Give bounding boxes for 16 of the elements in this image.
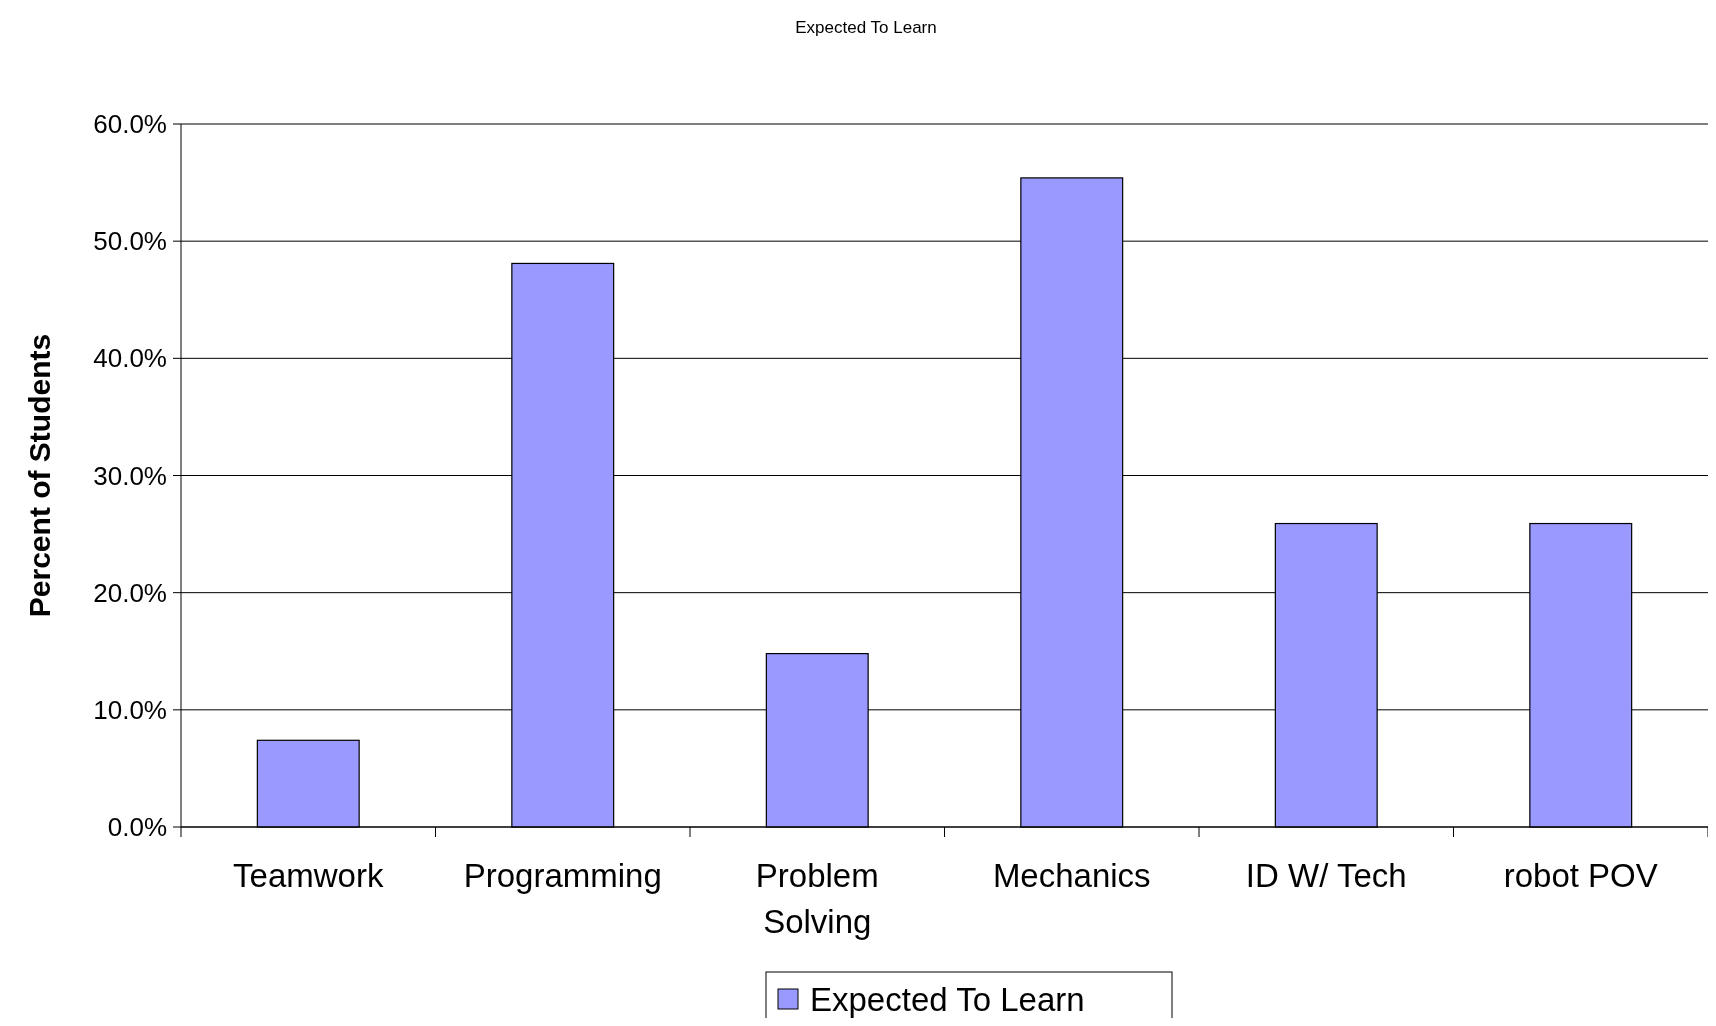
x-tick-label: Programming <box>463 857 662 894</box>
y-tick-label: 50.0% <box>93 226 167 257</box>
x-tick-label: Mechanics <box>992 857 1151 894</box>
y-tick-label: 60.0% <box>93 109 167 140</box>
legend-label: Expected To Learn <box>810 980 1085 1018</box>
y-tick-label: 10.0% <box>93 694 167 725</box>
y-tick-label: 0.0% <box>107 812 167 843</box>
y-tick-label: 30.0% <box>93 460 167 491</box>
y-tick-label: 40.0% <box>93 343 167 374</box>
x-tick-label: Problem Solving <box>755 857 879 940</box>
x-tick-label: Teamwork <box>233 857 384 894</box>
y-axis-title: Percent of Students <box>23 333 56 618</box>
x-tick-label: ID W/ Tech <box>1245 857 1407 894</box>
y-tick-label: 20.0% <box>93 577 167 608</box>
x-tick-label: robot POV <box>1503 857 1658 894</box>
chart-title: Expected To Learn <box>795 18 937 37</box>
